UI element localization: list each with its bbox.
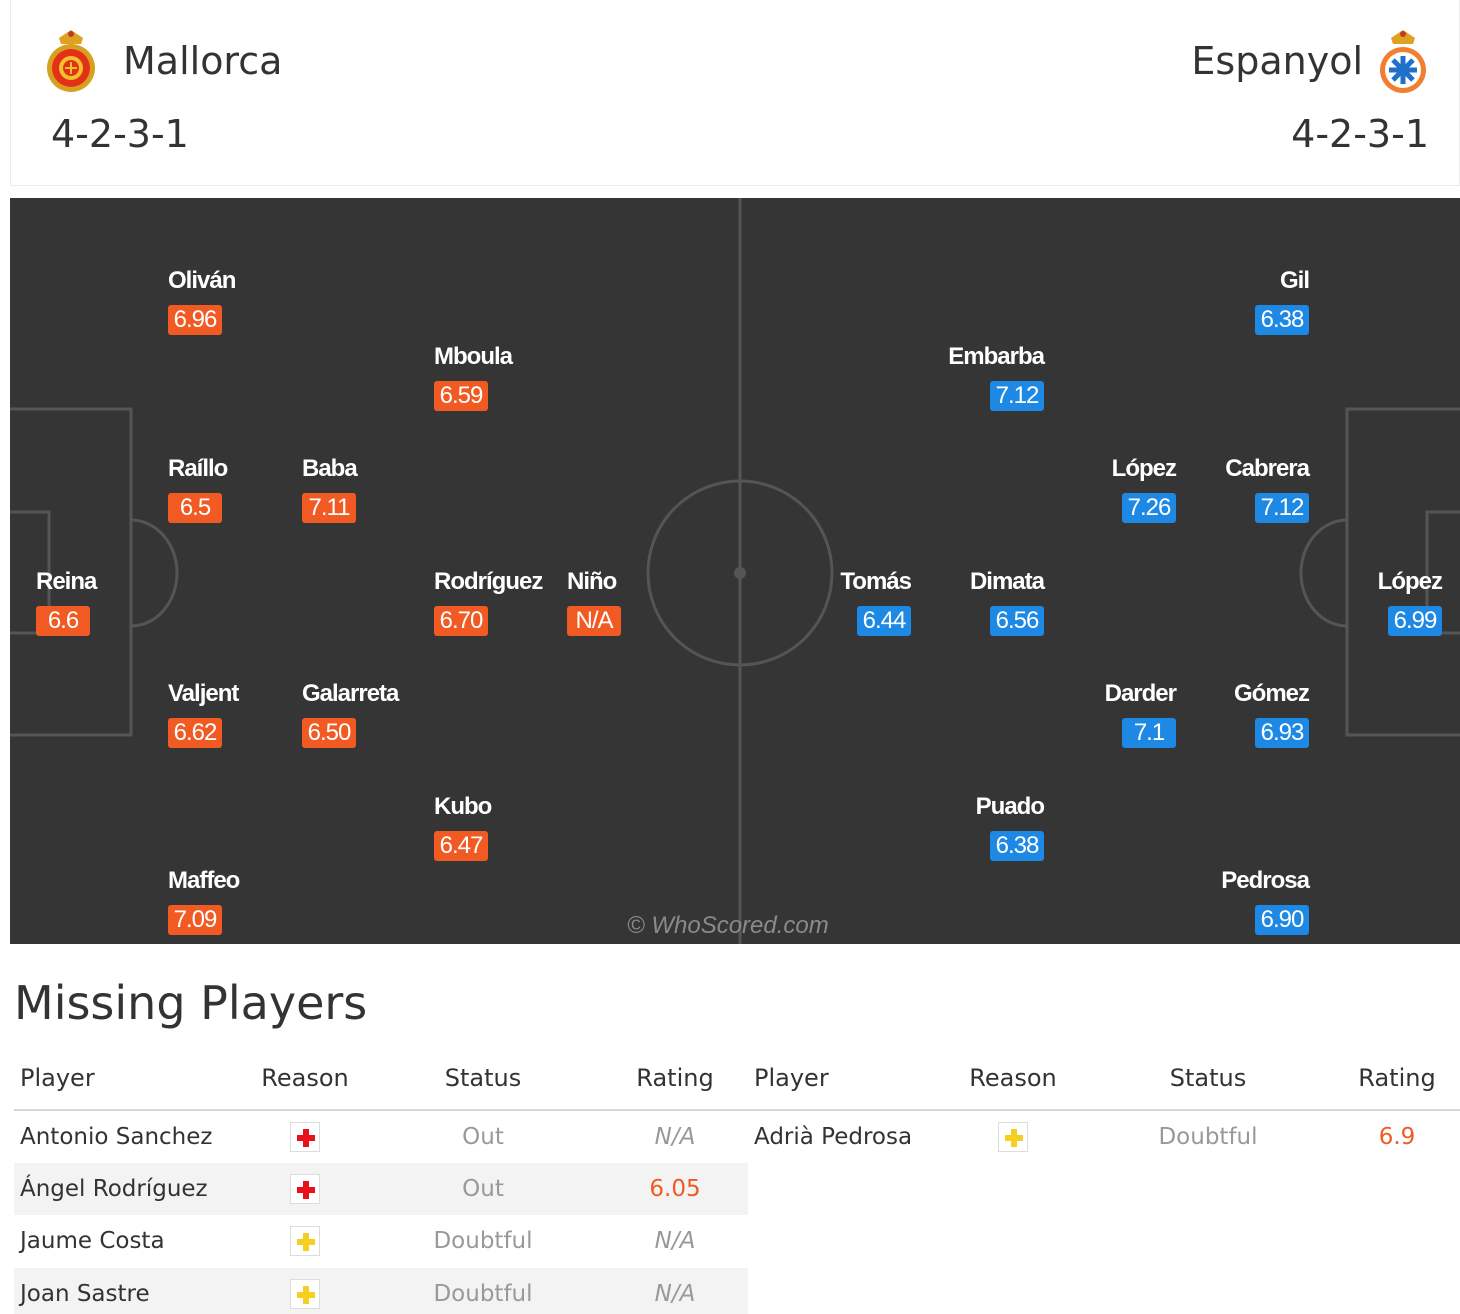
home-team: Mallorca 4-2-3-1	[45, 28, 282, 156]
status-cell: Doubtful	[1158, 1123, 1258, 1150]
player-rating-badge: N/A	[567, 606, 621, 636]
rating-cell: N/A	[654, 1228, 696, 1255]
col-player[interactable]: Player	[20, 1063, 95, 1092]
col-status[interactable]: Status	[1169, 1063, 1247, 1092]
espanyol-crest-icon[interactable]	[1377, 28, 1429, 94]
player-rating-badge: 6.62	[168, 718, 222, 748]
reason-cell	[246, 1215, 364, 1268]
rating-cell: N/A	[654, 1123, 696, 1150]
player-name[interactable]: Embarba	[948, 343, 1045, 370]
status-cell: Doubtful	[433, 1228, 533, 1255]
player-name[interactable]: Reina	[36, 568, 97, 595]
injury-icon[interactable]	[290, 1121, 320, 1152]
table-row[interactable]: Ángel Rodríguez Out 6.05	[14, 1162, 748, 1215]
player-rating-badge: 6.6	[36, 606, 90, 636]
reason-cell	[246, 1267, 364, 1314]
missing-player-name[interactable]: Antonio Sanchez	[20, 1123, 213, 1150]
player-rating-badge: 6.44	[857, 606, 911, 636]
player-rating-badge: 6.70	[434, 606, 488, 636]
doubtful-icon[interactable]	[998, 1121, 1028, 1152]
rating-cell: N/A	[602, 1267, 748, 1314]
player-name[interactable]: Puado	[975, 793, 1045, 820]
player-rating-badge: 6.93	[1255, 718, 1309, 748]
player-name[interactable]: Mboula	[434, 343, 513, 370]
player-name[interactable]: López	[1377, 568, 1443, 595]
col-rating[interactable]: Rating	[636, 1063, 714, 1092]
player-rating-badge: 6.99	[1388, 606, 1442, 636]
home-formation: 4-2-3-1	[51, 112, 189, 156]
player-rating-badge: 7.12	[1255, 493, 1309, 523]
table-header-row: Player Reason Status Rating	[14, 1046, 748, 1110]
missing-players-title: Missing Players	[14, 976, 368, 1030]
table-row[interactable]: Adrià Pedrosa Doubtful 6.9	[748, 1110, 1460, 1163]
table-row[interactable]: Joan Sastre Doubtful N/A	[14, 1267, 748, 1314]
player-rating-badge: 6.50	[302, 718, 356, 748]
player-rating-badge: 6.47	[434, 831, 488, 861]
rating-cell: 6.9	[1378, 1123, 1416, 1150]
player-rating-badge: 7.09	[168, 905, 222, 935]
watermark: © WhoScored.com	[627, 912, 829, 939]
player-rating-badge: 6.90	[1255, 905, 1309, 935]
player-name[interactable]: Tomás	[840, 568, 912, 595]
match-header: Mallorca 4-2-3-1 Espanyol 4-2-3-1	[10, 0, 1460, 186]
player-name[interactable]: Galarreta	[302, 680, 399, 707]
table-header-row: Player Reason Status Rating	[748, 1046, 1460, 1110]
player-rating-badge: 6.59	[434, 381, 488, 411]
player-name[interactable]: Niño	[567, 568, 617, 595]
player-name[interactable]: Kubo	[434, 793, 492, 820]
injury-icon[interactable]	[290, 1173, 320, 1204]
player-name[interactable]: Oliván	[168, 267, 236, 294]
player-name[interactable]: Rodríguez	[434, 568, 543, 595]
away-team-name[interactable]: Espanyol	[1191, 39, 1363, 83]
table-row[interactable]: Jaume Costa Doubtful N/A	[14, 1215, 748, 1268]
player-name[interactable]: Maffeo	[168, 867, 240, 894]
player-name[interactable]: Baba	[302, 455, 358, 482]
mallorca-crest-icon[interactable]	[45, 28, 97, 94]
status-cell: Doubtful	[364, 1267, 602, 1314]
doubtful-icon[interactable]	[290, 1226, 320, 1257]
player-rating-badge: 6.56	[990, 606, 1044, 636]
away-team: Espanyol 4-2-3-1	[1191, 28, 1429, 156]
col-reason[interactable]: Reason	[969, 1063, 1057, 1092]
player-name[interactable]: Gil	[1279, 267, 1310, 294]
player-rating-badge: 7.1	[1122, 718, 1176, 748]
status-cell: Out	[364, 1162, 602, 1215]
player-rating-badge: 6.38	[1255, 305, 1309, 335]
player-rating-badge: 7.12	[990, 381, 1044, 411]
table-row[interactable]: Antonio Sanchez Out N/A	[14, 1110, 748, 1163]
home-team-name[interactable]: Mallorca	[123, 39, 283, 83]
missing-player-name[interactable]: Jaume Costa	[20, 1228, 165, 1255]
rating-cell: 6.05	[602, 1162, 748, 1215]
player-name[interactable]: Cabrera	[1225, 455, 1310, 482]
player-name[interactable]: López	[1111, 455, 1177, 482]
doubtful-icon[interactable]	[290, 1278, 320, 1309]
missing-player-name[interactable]: Ángel Rodríguez	[14, 1162, 246, 1215]
col-status[interactable]: Status	[444, 1063, 522, 1092]
col-reason[interactable]: Reason	[261, 1063, 349, 1092]
missing-player-name[interactable]: Joan Sastre	[14, 1267, 246, 1314]
col-rating[interactable]: Rating	[1358, 1063, 1436, 1092]
pitch-markings	[10, 198, 1460, 944]
player-rating-badge: 7.11	[302, 493, 356, 523]
away-missing-table: Player Reason Status Rating Adrià Pedros…	[748, 1046, 1460, 1163]
player-rating-badge: 6.38	[990, 831, 1044, 861]
reason-cell	[944, 1110, 1082, 1163]
player-name[interactable]: Valjent	[168, 680, 239, 707]
player-name[interactable]: Raíllo	[168, 455, 228, 482]
pitch: Oliván 6.96 Mboula 6.59 Raíllo 6.5 Baba 7.11 Rei…	[10, 198, 1460, 944]
player-rating-badge: 6.96	[168, 305, 222, 335]
player-name[interactable]: Darder	[1104, 680, 1177, 707]
away-formation: 4-2-3-1	[1291, 112, 1429, 156]
reason-cell	[246, 1110, 364, 1163]
missing-player-name[interactable]: Adrià Pedrosa	[754, 1123, 913, 1150]
player-rating-badge: 7.26	[1122, 493, 1176, 523]
player-name[interactable]: Dimata	[969, 568, 1045, 595]
player-rating-badge: 6.5	[168, 493, 222, 523]
col-player[interactable]: Player	[754, 1063, 829, 1092]
player-name[interactable]: Pedrosa	[1221, 867, 1310, 894]
home-missing-table: Player Reason Status Rating Antonio Sanc…	[14, 1046, 748, 1314]
player-name[interactable]: Gómez	[1233, 680, 1310, 707]
status-cell: Out	[462, 1123, 504, 1150]
reason-cell	[246, 1162, 364, 1215]
